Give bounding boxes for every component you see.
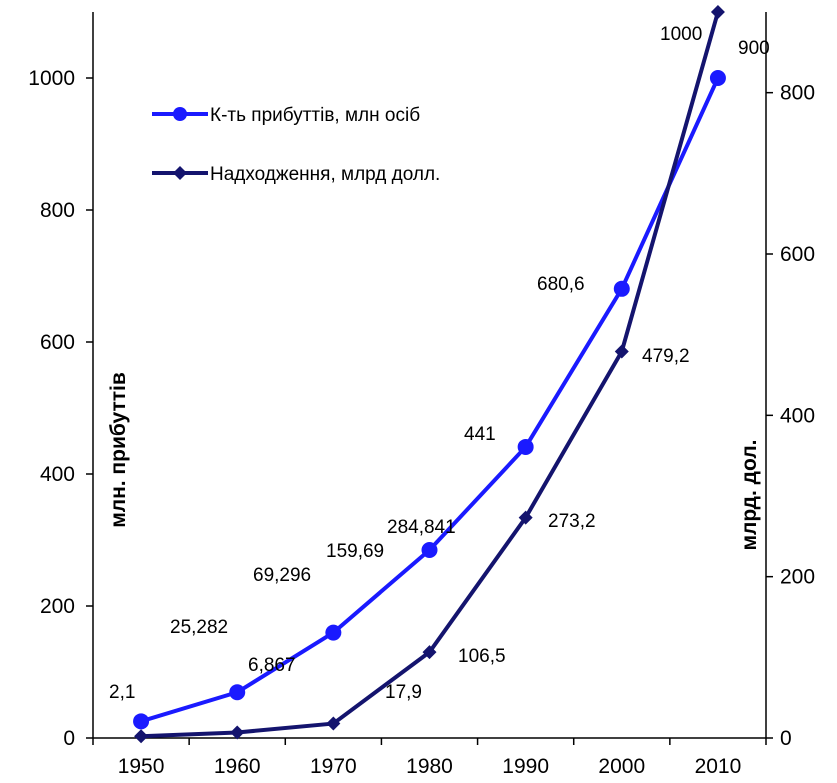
series-1-point bbox=[518, 510, 533, 525]
series-1-point bbox=[422, 645, 437, 660]
legend-entry-arrivals: К-ть прибуттів, млн осіб bbox=[152, 105, 420, 126]
data-label-series-0: 680,6 bbox=[537, 274, 585, 295]
axes: 0 200 400 600 800 1000 0 200 400 600 800 1950 1960 19… bbox=[28, 12, 815, 778]
data-label-series-1: 900 bbox=[738, 38, 770, 59]
data-label-series-1: 479,2 bbox=[642, 346, 690, 367]
data-label-series-0: 159,69 bbox=[326, 541, 384, 562]
data-label-series-1: 6,867 bbox=[248, 655, 296, 676]
y-right-tick-label: 0 bbox=[780, 727, 792, 750]
data-label-series-1: 2,1 bbox=[109, 682, 135, 703]
x-tick-label: 1950 bbox=[118, 755, 165, 778]
y-left-tick-label: 200 bbox=[40, 595, 75, 618]
legend-entry-revenue: Надходження, млрд долл. bbox=[152, 164, 440, 185]
data-label-series-0: 69,296 bbox=[253, 565, 311, 586]
data-label-series-0: 25,282 bbox=[170, 617, 228, 638]
y-axis-right-title: млрд. дол. bbox=[738, 440, 761, 551]
data-label-series-1: 17,9 bbox=[385, 682, 422, 703]
y-right-tick-label: 200 bbox=[780, 566, 815, 589]
series-0-point bbox=[325, 624, 342, 641]
x-tick-label: 2010 bbox=[695, 755, 742, 778]
data-label-series-0: 441 bbox=[464, 424, 496, 445]
legend-marker-revenue bbox=[173, 166, 187, 180]
series-1-point bbox=[230, 725, 245, 740]
y-right-tick-label: 600 bbox=[780, 243, 815, 266]
x-tick-label: 1960 bbox=[214, 755, 261, 778]
data-label-series-1: 273,2 bbox=[548, 511, 596, 532]
y-left-tick-label: 800 bbox=[40, 199, 75, 222]
y-left-tick-label: 0 bbox=[63, 727, 75, 750]
series-1-point bbox=[710, 5, 725, 19]
series-0-point bbox=[517, 438, 534, 455]
y-axis-left-title: млн. прибуттів bbox=[107, 372, 130, 528]
legend-marker-arrivals bbox=[173, 107, 187, 121]
y-left-tick-label: 1000 bbox=[28, 67, 75, 90]
x-tick-label: 2000 bbox=[598, 755, 645, 778]
legend: К-ть прибуттів, млн осіб Надходження, мл… bbox=[152, 105, 440, 185]
series-0-point bbox=[133, 713, 150, 730]
legend-label-revenue: Надходження, млрд долл. bbox=[210, 164, 440, 185]
series-layer bbox=[133, 5, 726, 744]
series-0-point bbox=[229, 684, 246, 701]
legend-label-arrivals: К-ть прибуттів, млн осіб bbox=[210, 105, 420, 126]
series-0-point bbox=[421, 542, 438, 559]
series-0-point bbox=[613, 280, 630, 297]
y-right-tick-label: 400 bbox=[780, 404, 815, 427]
x-tick-label: 1990 bbox=[502, 755, 549, 778]
series-0-point bbox=[709, 70, 726, 86]
y-left-tick-label: 600 bbox=[40, 331, 75, 354]
data-label-series-0: 1000 bbox=[660, 24, 702, 45]
x-tick-label: 1970 bbox=[310, 755, 357, 778]
series-1-point bbox=[326, 716, 341, 731]
series-1-point bbox=[614, 344, 629, 359]
y-right-tick-label: 800 bbox=[780, 82, 815, 105]
x-tick-label: 1980 bbox=[406, 755, 453, 778]
data-label-series-0: 284,841 bbox=[387, 517, 456, 538]
data-label-series-1: 106,5 bbox=[458, 646, 506, 667]
series-1-point bbox=[134, 729, 149, 744]
y-left-tick-label: 400 bbox=[40, 463, 75, 486]
